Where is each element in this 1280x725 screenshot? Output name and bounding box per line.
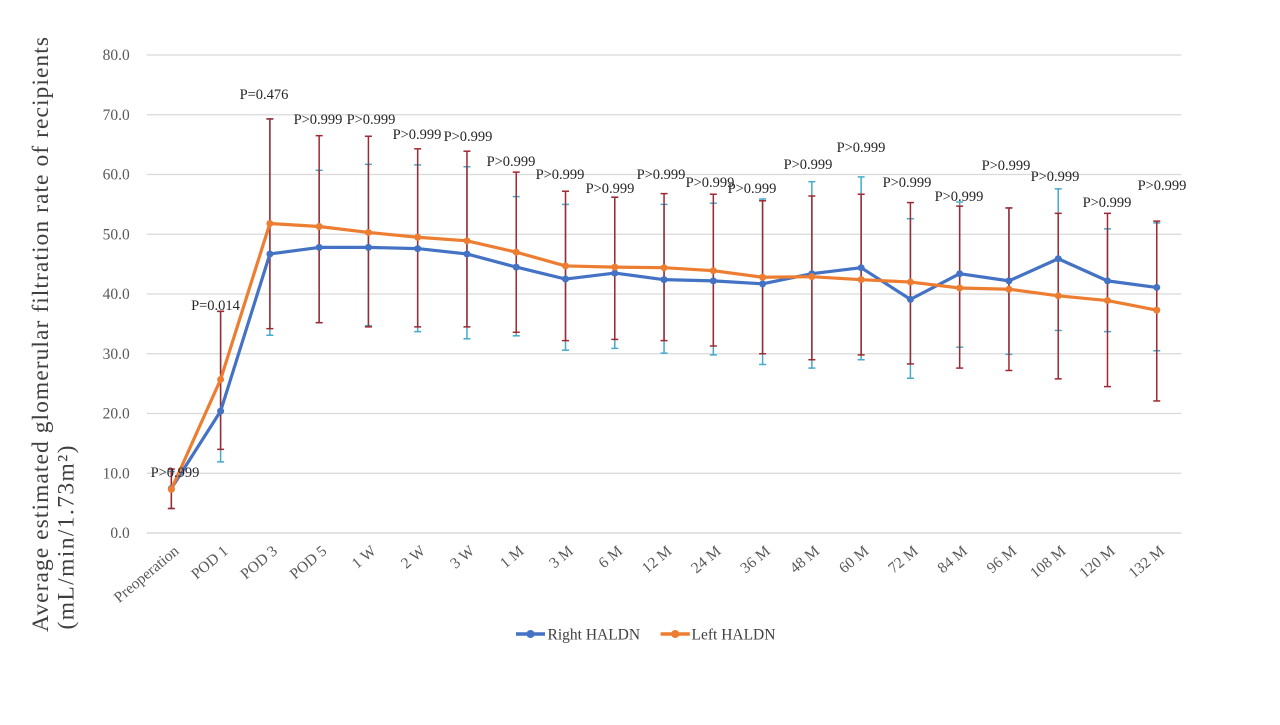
svg-text:P=0.476: P=0.476 [240, 87, 289, 103]
svg-text:40.0: 40.0 [103, 286, 130, 303]
svg-text:P>0.999: P>0.999 [935, 189, 984, 205]
svg-text:P>0.999: P>0.999 [347, 112, 396, 128]
svg-text:60.0: 60.0 [103, 167, 130, 184]
svg-text:P>0.999: P>0.999 [883, 175, 932, 191]
svg-text:P>0.999: P>0.999 [784, 157, 833, 173]
svg-text:10.0: 10.0 [103, 465, 130, 482]
svg-text:P>0.999: P>0.999 [1083, 195, 1132, 211]
svg-text:Left HALDN: Left HALDN [692, 626, 776, 643]
svg-text:P>0.999: P>0.999 [1031, 169, 1080, 185]
svg-text:30.0: 30.0 [103, 346, 130, 363]
svg-text:P>0.999: P>0.999 [393, 127, 442, 143]
svg-text:P>0.999: P>0.999 [487, 154, 536, 170]
svg-text:70.0: 70.0 [103, 107, 130, 124]
svg-text:0.0: 0.0 [110, 525, 130, 542]
svg-text:P>0.999: P>0.999 [536, 167, 585, 183]
svg-text:P>0.999: P>0.999 [444, 129, 493, 145]
svg-text:P=0.014: P=0.014 [191, 298, 241, 314]
svg-text:P>0.999: P>0.999 [586, 181, 635, 197]
svg-text:P>0.999: P>0.999 [728, 181, 777, 197]
svg-text:P>0.999: P>0.999 [294, 112, 343, 128]
svg-text:(mL/min/1.73m²): (mL/min/1.73m²) [54, 444, 80, 629]
svg-text:20.0: 20.0 [103, 406, 130, 423]
svg-text:50.0: 50.0 [103, 226, 130, 243]
svg-text:P>0.999: P>0.999 [837, 140, 886, 156]
svg-text:P>0.999: P>0.999 [637, 167, 686, 183]
svg-text:P>0.999: P>0.999 [151, 465, 200, 481]
svg-text:P>0.999: P>0.999 [686, 175, 735, 191]
svg-text:P>0.999: P>0.999 [1138, 178, 1187, 194]
svg-text:80.0: 80.0 [103, 47, 130, 64]
svg-text:P>0.999: P>0.999 [982, 158, 1031, 174]
svg-text:Right HALDN: Right HALDN [548, 626, 641, 643]
svg-text:Average estimated glomerular f: Average estimated glomerular filtration … [28, 37, 54, 632]
